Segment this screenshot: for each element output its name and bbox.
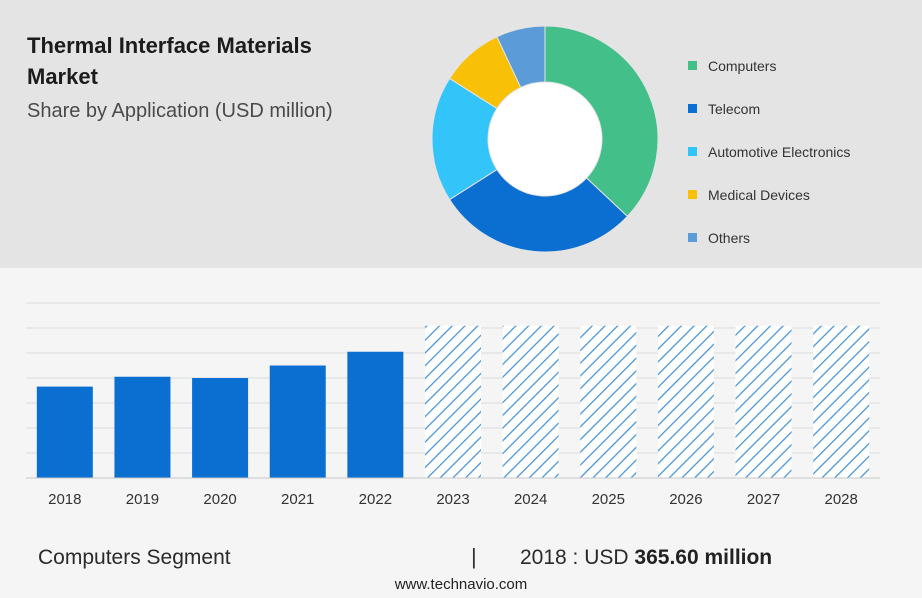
forecast-bar-2023	[425, 325, 481, 478]
donut-slice-telecom	[448, 168, 629, 253]
bar-2018	[36, 386, 93, 478]
bar-2019	[114, 376, 171, 478]
x-tick-label: 2024	[514, 491, 547, 508]
forecast-bar-2028	[813, 325, 870, 478]
legend-label: Computers	[708, 57, 777, 74]
x-tick-label: 2018	[48, 491, 81, 508]
legend-swatch	[688, 61, 697, 70]
legend-swatch	[688, 104, 697, 113]
bar-2021	[269, 365, 326, 478]
donut-chart	[431, 25, 659, 253]
legend-item: Others	[688, 216, 850, 259]
legend-label: Others	[708, 229, 751, 246]
bar-2022	[347, 351, 404, 478]
chart-title: Thermal Interface Materials Market	[27, 33, 312, 89]
x-tick-label: 2025	[592, 491, 625, 508]
legend-swatch	[688, 233, 697, 242]
legend-label: Telecom	[708, 100, 761, 117]
chart-subtitle: Share by Application (USD million)	[27, 100, 333, 122]
legend-swatch	[688, 147, 697, 156]
legend-item: Telecom	[688, 87, 850, 130]
x-tick-label: 2026	[669, 491, 702, 508]
legend-swatch	[688, 190, 697, 199]
forecast-bar-2026	[657, 325, 714, 478]
footer-value-prefix: 2018 : USD	[520, 546, 629, 569]
footer-divider: |	[471, 544, 477, 569]
x-tick-label: 2023	[436, 491, 469, 508]
footer-value: 2018 : USD 365.60 million	[520, 546, 772, 570]
x-tick-label: 2028	[824, 491, 857, 508]
legend-label: Automotive Electronics	[708, 143, 851, 160]
forecast-bar-2024	[502, 325, 559, 478]
bar-chart: 2018 2019 2020 2021 2022 2023 2024 2025 2026 2027…	[26, 302, 880, 508]
forecast-bar-2027	[735, 325, 792, 478]
donut-legend: Computers Telecom Automotive Electronics Me…	[688, 44, 850, 259]
source-url: www.technavio.com	[394, 576, 528, 593]
legend-item: Computers	[688, 44, 850, 87]
x-tick-label: 2027	[747, 491, 780, 508]
footer-value-amount: 365.60 million	[634, 546, 773, 569]
bar-2020	[192, 378, 249, 478]
donut-slice-others	[496, 25, 546, 89]
x-tick-label: 2019	[126, 491, 159, 508]
x-tick-label: 2022	[359, 491, 392, 508]
legend-item: Medical Devices	[688, 173, 850, 216]
legend-item: Automotive Electronics	[688, 130, 850, 173]
x-tick-label: 2021	[281, 491, 314, 508]
forecast-bar-2025	[580, 325, 637, 478]
x-tick-label: 2020	[203, 491, 236, 508]
footer-segment-label: Computers Segment	[38, 546, 231, 569]
donut-slice-computers	[544, 25, 659, 218]
legend-label: Medical Devices	[708, 186, 810, 203]
donut-hole	[488, 82, 602, 196]
